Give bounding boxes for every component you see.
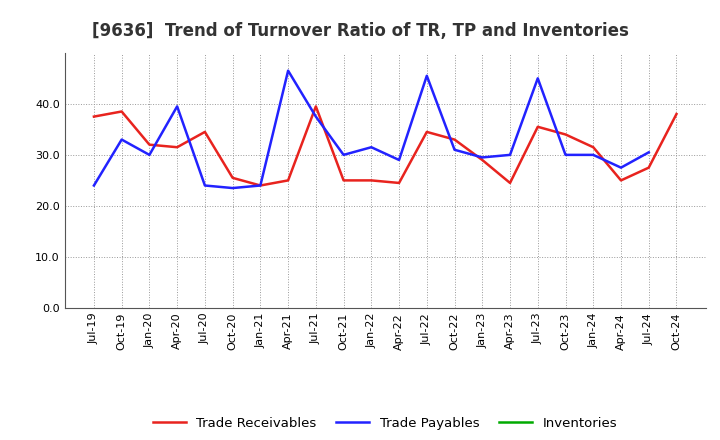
Trade Payables — [478, 155, 487, 160]
Trade Payables — [201, 183, 210, 188]
Trade Receivables — [201, 129, 210, 135]
Trade Payables — [89, 183, 98, 188]
Trade Payables — [173, 104, 181, 109]
Trade Payables — [284, 68, 292, 73]
Trade Receivables — [589, 145, 598, 150]
Trade Receivables — [117, 109, 126, 114]
Trade Receivables — [672, 111, 681, 117]
Trade Payables — [339, 152, 348, 158]
Line: Trade Payables: Trade Payables — [94, 71, 649, 188]
Trade Receivables — [423, 129, 431, 135]
Trade Receivables — [505, 180, 514, 186]
Trade Receivables — [561, 132, 570, 137]
Trade Payables — [312, 114, 320, 119]
Trade Receivables — [228, 175, 237, 180]
Trade Receivables — [616, 178, 625, 183]
Trade Receivables — [256, 183, 265, 188]
Trade Receivables — [395, 180, 403, 186]
Trade Payables — [534, 76, 542, 81]
Trade Payables — [395, 158, 403, 163]
Trade Receivables — [173, 145, 181, 150]
Trade Receivables — [145, 142, 154, 147]
Trade Receivables — [367, 178, 376, 183]
Trade Receivables — [339, 178, 348, 183]
Trade Payables — [228, 185, 237, 191]
Trade Payables — [561, 152, 570, 158]
Legend: Trade Receivables, Trade Payables, Inventories: Trade Receivables, Trade Payables, Inven… — [148, 411, 623, 435]
Trade Payables — [616, 165, 625, 170]
Trade Receivables — [89, 114, 98, 119]
Trade Receivables — [312, 104, 320, 109]
Trade Payables — [117, 137, 126, 142]
Trade Payables — [145, 152, 154, 158]
Trade Receivables — [478, 158, 487, 163]
Trade Payables — [450, 147, 459, 152]
Line: Trade Receivables: Trade Receivables — [94, 106, 677, 186]
Trade Receivables — [284, 178, 292, 183]
Trade Receivables — [450, 137, 459, 142]
Trade Payables — [644, 150, 653, 155]
Trade Payables — [505, 152, 514, 158]
Trade Receivables — [644, 165, 653, 170]
Trade Receivables — [534, 124, 542, 129]
Trade Payables — [589, 152, 598, 158]
Text: [9636]  Trend of Turnover Ratio of TR, TP and Inventories: [9636] Trend of Turnover Ratio of TR, TP… — [91, 22, 629, 40]
Trade Payables — [423, 73, 431, 78]
Trade Payables — [256, 183, 265, 188]
Trade Payables — [367, 145, 376, 150]
